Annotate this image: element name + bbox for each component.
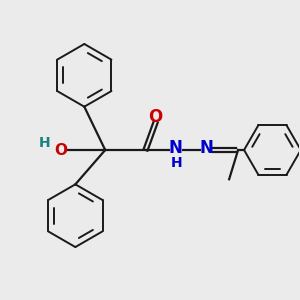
Text: N: N: [168, 139, 182, 157]
Text: O: O: [54, 142, 67, 158]
Text: N: N: [200, 139, 214, 157]
Text: H: H: [171, 155, 183, 170]
Text: O: O: [148, 108, 163, 126]
Text: H: H: [39, 136, 51, 149]
